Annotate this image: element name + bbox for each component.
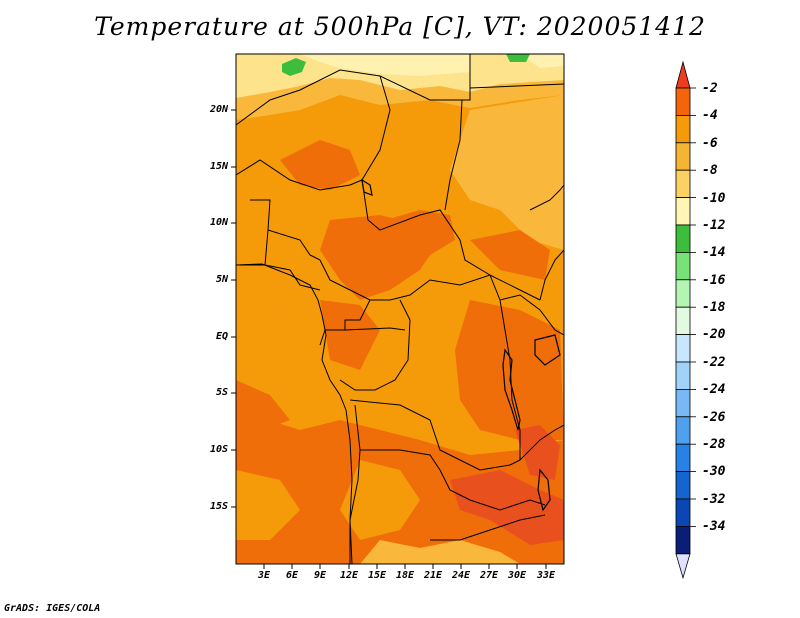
lat-label-5s: 5S [215, 387, 228, 398]
colorbar-label: -18 [702, 300, 726, 315]
colorbar-label: -30 [702, 464, 726, 479]
lat-label-5n: 5N [215, 274, 228, 285]
colorbar-label: -10 [702, 191, 726, 206]
lon-label-30e: 30E [507, 570, 527, 581]
colorbar-label: -24 [702, 382, 726, 397]
country-borders [236, 54, 564, 564]
lon-label-27e: 27E [479, 570, 499, 581]
colorbar-segment [675, 197, 691, 226]
lat-label-eq: EQ [215, 331, 228, 342]
colorbar-segment [675, 251, 691, 281]
colorbar-segment [675, 306, 691, 336]
lon-label-3e: 3E [257, 570, 271, 581]
lon-label-24e: 24E [451, 570, 471, 581]
colorbar-segment [675, 334, 691, 363]
temperature-field [236, 54, 564, 564]
colorbar-label: -14 [702, 245, 726, 260]
lat-label-15s: 15S [209, 501, 228, 512]
lon-label-6e: 6E [285, 570, 299, 581]
colorbar-label: -34 [702, 519, 726, 534]
colorbar-segment [675, 361, 691, 390]
colorbar-segment [675, 526, 691, 555]
colorbar-cap-top [675, 60, 691, 89]
colorbar-label: -32 [702, 492, 726, 507]
colorbar-segment [675, 443, 691, 473]
colorbar-label: -20 [702, 327, 726, 342]
lon-label-21e: 21E [423, 570, 443, 581]
grads-credit: GrADS: IGES/COLA [4, 603, 101, 614]
colorbar-segment [675, 416, 691, 445]
lon-label-12e: 12E [339, 570, 359, 581]
colorbar-segment [675, 115, 691, 144]
colorbar-segment [675, 498, 691, 527]
colorbar-label: -12 [702, 218, 726, 233]
colorbar-segment [675, 142, 691, 171]
axis-ticks [231, 109, 547, 569]
lat-label-10n: 10N [209, 217, 228, 228]
colorbar-label: -6 [702, 136, 718, 151]
colorbar-segment [675, 279, 691, 308]
plot-frame [235, 53, 565, 565]
lat-label-20n: 20N [209, 104, 228, 115]
lakes [361, 178, 561, 512]
colorbar-segment [675, 224, 691, 253]
lon-label-33e: 33E [536, 570, 556, 581]
map-title: Temperature at 500hPa [C], VT: 202005141… [94, 12, 706, 41]
colorbar [675, 60, 696, 580]
colorbar-label: -26 [702, 410, 726, 425]
colorbar-label: -28 [702, 437, 726, 452]
lon-label-15e: 15E [367, 570, 387, 581]
colorbar-label: -4 [702, 108, 718, 123]
colorbar-cap-bottom [675, 553, 691, 580]
lon-label-9e: 9E [313, 570, 327, 581]
colorbar-segment [675, 471, 691, 500]
lat-label-15n: 15N [209, 161, 228, 172]
colorbar-segment [675, 169, 691, 198]
colorbar-segment [675, 388, 691, 418]
colorbar-label: -22 [702, 355, 726, 370]
lat-label-10s: 10S [209, 444, 228, 455]
colorbar-segment [675, 87, 691, 116]
lon-label-18e: 18E [395, 570, 415, 581]
colorbar-label: -16 [702, 273, 726, 288]
colorbar-label: -2 [702, 81, 718, 96]
colorbar-label: -8 [702, 163, 718, 178]
